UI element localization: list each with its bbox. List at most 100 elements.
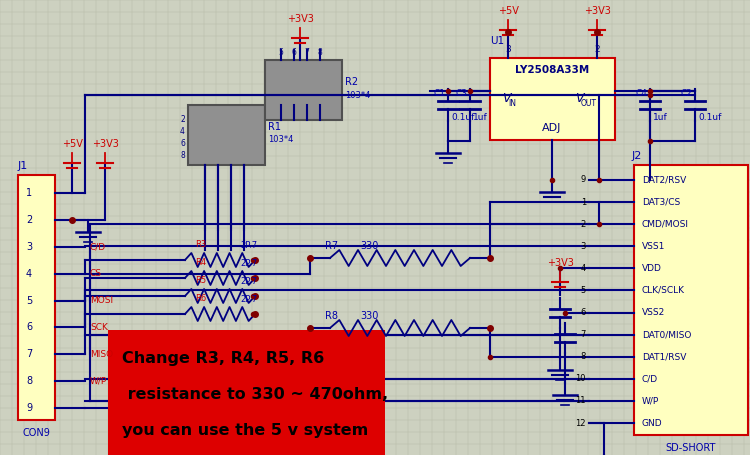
Text: DAT3/CS: DAT3/CS (642, 197, 680, 207)
Text: DAT0/MISO: DAT0/MISO (642, 330, 692, 339)
Text: R3: R3 (195, 240, 206, 249)
Text: 3: 3 (580, 242, 586, 251)
Text: C4: C4 (635, 89, 647, 97)
Text: +3V3: +3V3 (92, 139, 118, 149)
Text: 9: 9 (26, 403, 32, 413)
Text: 2P.7: 2P.7 (240, 241, 257, 250)
Text: 103*4: 103*4 (345, 91, 370, 100)
Text: +5V: +5V (62, 139, 82, 149)
Text: 330: 330 (360, 311, 378, 321)
Text: ADJ: ADJ (542, 123, 562, 133)
FancyBboxPatch shape (490, 58, 615, 140)
Text: you can use the 5 v system: you can use the 5 v system (122, 423, 368, 438)
Text: 7: 7 (26, 349, 32, 359)
Text: 2: 2 (594, 45, 600, 54)
Text: 6: 6 (180, 140, 185, 148)
Text: +3V3: +3V3 (547, 258, 574, 268)
Text: MOSI: MOSI (90, 296, 113, 305)
Text: MISO: MISO (90, 350, 113, 359)
Text: J2: J2 (632, 151, 642, 161)
Text: 330: 330 (360, 241, 378, 251)
Text: CLK/SCLK: CLK/SCLK (642, 286, 685, 295)
Text: R6: R6 (195, 294, 206, 303)
Text: 5: 5 (26, 295, 32, 305)
Text: R8: R8 (325, 311, 338, 321)
Text: 8: 8 (26, 376, 32, 386)
Text: 8: 8 (318, 48, 322, 57)
Text: 3: 3 (506, 45, 511, 54)
Text: 1: 1 (26, 188, 32, 198)
Text: +5V: +5V (497, 6, 518, 16)
Text: 4: 4 (180, 127, 185, 136)
Text: C1: C1 (433, 89, 445, 97)
FancyBboxPatch shape (188, 105, 265, 165)
Text: 7: 7 (304, 48, 310, 57)
Text: CS: CS (90, 269, 102, 278)
Text: C2: C2 (680, 89, 692, 97)
Text: C/D: C/D (90, 242, 106, 251)
Text: 2: 2 (26, 215, 32, 225)
Text: Change R3, R4, R5, R6: Change R3, R4, R5, R6 (122, 351, 324, 366)
Text: 2P.7: 2P.7 (240, 295, 257, 304)
Text: 12: 12 (575, 419, 586, 428)
Text: 3: 3 (26, 242, 32, 252)
Text: 1uf: 1uf (473, 112, 488, 121)
Text: J1: J1 (18, 161, 28, 171)
Text: CON9: CON9 (22, 428, 50, 438)
Text: VSS2: VSS2 (642, 308, 665, 317)
Text: 8: 8 (580, 352, 586, 361)
Text: IN: IN (508, 98, 516, 107)
Text: DAT1/RSV: DAT1/RSV (642, 352, 686, 361)
Text: -: - (552, 192, 556, 202)
Text: DAT2/RSV: DAT2/RSV (642, 176, 686, 184)
FancyBboxPatch shape (265, 60, 342, 120)
Text: OUT: OUT (581, 98, 597, 107)
Text: 2: 2 (180, 116, 185, 125)
Text: V: V (575, 92, 584, 106)
Text: 103*4: 103*4 (268, 136, 293, 145)
Text: 2: 2 (580, 220, 586, 229)
Text: 1: 1 (580, 197, 586, 207)
Text: R5: R5 (195, 276, 206, 285)
Text: 6: 6 (580, 308, 586, 317)
Text: C3: C3 (455, 89, 467, 97)
Text: 5: 5 (278, 48, 284, 57)
Text: VSS1: VSS1 (642, 242, 665, 251)
Text: 9: 9 (580, 176, 586, 184)
Text: W/P: W/P (90, 377, 107, 386)
Text: CMD/MOSI: CMD/MOSI (642, 220, 689, 229)
Text: 4: 4 (580, 264, 586, 273)
Text: 10: 10 (575, 374, 586, 383)
Text: V: V (502, 92, 511, 106)
Text: R1: R1 (268, 122, 281, 132)
Text: 8: 8 (180, 152, 185, 161)
Text: 2P.7: 2P.7 (240, 259, 257, 268)
Text: 4: 4 (26, 268, 32, 278)
Text: LY2508A33M: LY2508A33M (514, 65, 590, 75)
FancyBboxPatch shape (18, 175, 55, 420)
FancyBboxPatch shape (634, 165, 748, 435)
Text: R7: R7 (325, 241, 338, 251)
Text: 6: 6 (26, 323, 32, 332)
Text: 0.1uf: 0.1uf (698, 112, 721, 121)
Text: 1uf: 1uf (653, 112, 668, 121)
Text: resistance to 330 ~ 470ohm,: resistance to 330 ~ 470ohm, (122, 387, 388, 402)
Text: SCK: SCK (90, 323, 108, 332)
Text: 5: 5 (580, 286, 586, 295)
Text: 0.1uf: 0.1uf (451, 112, 474, 121)
Text: 2P.7: 2P.7 (240, 277, 257, 286)
Text: +3V3: +3V3 (584, 6, 610, 16)
Text: GND: GND (642, 419, 663, 428)
Text: W/P: W/P (642, 396, 659, 405)
Text: SD-SHORT: SD-SHORT (666, 443, 716, 453)
Text: U1: U1 (490, 36, 504, 46)
Text: VDD: VDD (642, 264, 662, 273)
Text: R4: R4 (195, 258, 206, 267)
Text: +3V3: +3V3 (286, 14, 314, 24)
Text: 11: 11 (575, 396, 586, 405)
Text: 6: 6 (292, 48, 296, 57)
FancyBboxPatch shape (108, 330, 385, 455)
Text: R2: R2 (345, 77, 358, 87)
Text: C/D: C/D (642, 374, 658, 383)
Text: 7: 7 (580, 330, 586, 339)
